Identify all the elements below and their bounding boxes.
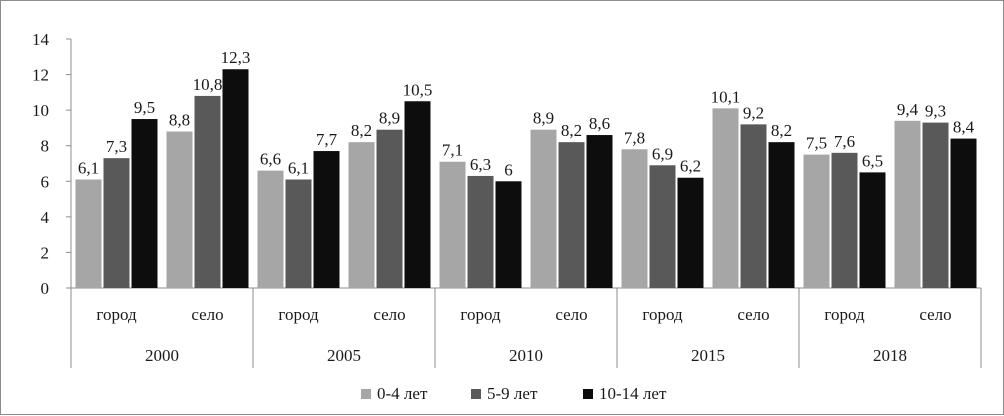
data-labels-layer: 6,17,39,58,810,812,36,6 6,17,7 8,28,910,57… — [78, 48, 975, 179]
bar — [495, 181, 522, 288]
y-tick-label: 10 — [32, 101, 49, 120]
bar — [922, 122, 949, 288]
y-tick-label: 2 — [41, 243, 50, 262]
data-label: 9,4 — [897, 100, 919, 119]
data-label: 6,6 — [260, 150, 281, 169]
bar — [530, 129, 557, 288]
x-subcategory-label: село — [373, 305, 405, 324]
bar — [831, 152, 858, 288]
bar — [166, 131, 193, 288]
data-label: 12,3 — [221, 48, 251, 67]
bar — [467, 175, 494, 288]
y-tick-label: 4 — [41, 208, 50, 227]
bar — [348, 142, 375, 288]
legend-swatch — [583, 389, 593, 399]
data-label: 10,1 — [711, 87, 741, 106]
bar — [404, 101, 431, 288]
bar — [194, 95, 221, 289]
data-label: 7,6 — [834, 132, 855, 151]
legend-label: 10-14 лет — [599, 384, 667, 403]
data-label: 9,5 — [134, 98, 155, 117]
bar — [586, 135, 613, 288]
bar — [103, 158, 130, 288]
data-label: 6,1 — [78, 159, 99, 178]
y-tick-label: 8 — [41, 137, 50, 156]
data-label: 6,1 — [288, 159, 309, 178]
bar — [285, 179, 312, 288]
data-label: 7,8 — [624, 128, 645, 147]
data-label: 8,9 — [379, 109, 400, 128]
data-label: 8,4 — [953, 118, 975, 137]
data-label: 6,3 — [470, 155, 491, 174]
bar — [740, 124, 767, 288]
data-label: 8,9 — [533, 109, 554, 128]
bar — [257, 170, 284, 288]
bar — [859, 172, 886, 288]
y-tick-label: 6 — [41, 172, 50, 191]
x-subcategory-label: город — [96, 305, 137, 324]
data-label: 7,5 — [806, 134, 827, 153]
bar — [677, 177, 704, 288]
data-label: 10,8 — [193, 75, 223, 94]
x-subcategory-label: село — [919, 305, 951, 324]
y-tick-label: 14 — [32, 30, 50, 49]
bar — [649, 165, 676, 288]
x-subcategory-label: село — [191, 305, 223, 324]
bar — [894, 120, 921, 288]
y-tick-label: 12 — [32, 66, 49, 85]
data-label: 9,3 — [925, 102, 946, 121]
x-group-label: 2018 — [873, 346, 907, 365]
bar — [950, 138, 977, 288]
x-subcategory-label: город — [278, 305, 319, 324]
x-group-label: 2015 — [691, 346, 725, 365]
bar — [222, 69, 249, 288]
data-label: 7,7 — [316, 130, 338, 149]
data-label: 6,9 — [652, 144, 673, 163]
x-subcategory-label: город — [824, 305, 865, 324]
bar — [558, 142, 585, 288]
data-label: 8,2 — [771, 121, 792, 140]
bar — [439, 161, 466, 288]
x-group-label: 2010 — [509, 346, 543, 365]
data-label: 6 — [504, 160, 513, 179]
bar — [803, 154, 830, 288]
bar — [768, 142, 795, 288]
x-subcategory-label: город — [460, 305, 501, 324]
data-label: 6,2 — [680, 157, 701, 176]
bar — [621, 149, 648, 288]
data-label: 9,2 — [743, 103, 764, 122]
legend-label: 0-4 лет — [377, 384, 428, 403]
data-label: 7,3 — [106, 137, 127, 156]
bar — [313, 151, 340, 288]
data-label: 8,6 — [589, 114, 610, 133]
bar — [712, 108, 739, 288]
data-label: 8,2 — [351, 121, 372, 140]
x-group-label: 2005 — [327, 346, 361, 365]
bar — [131, 119, 158, 289]
legend-label: 5-9 лет — [487, 384, 538, 403]
bar — [75, 179, 102, 288]
bar — [376, 129, 403, 288]
bars-layer — [75, 69, 977, 289]
x-subcategory-label: город — [642, 305, 683, 324]
x-subcategory-label: село — [737, 305, 769, 324]
data-label: 8,2 — [561, 121, 582, 140]
data-label: 10,5 — [403, 80, 433, 99]
data-label: 6,5 — [862, 151, 883, 170]
legend-swatch — [361, 389, 371, 399]
legend-swatch — [471, 389, 481, 399]
data-label: 7,1 — [442, 141, 463, 160]
legend: 0-4 лет 5-9 лет 10-14 лет — [361, 384, 667, 403]
x-group-label: 2000 — [145, 346, 179, 365]
data-label: 8,8 — [169, 110, 190, 129]
y-tick-label: 0 — [41, 279, 50, 298]
x-subcategory-label: село — [555, 305, 587, 324]
